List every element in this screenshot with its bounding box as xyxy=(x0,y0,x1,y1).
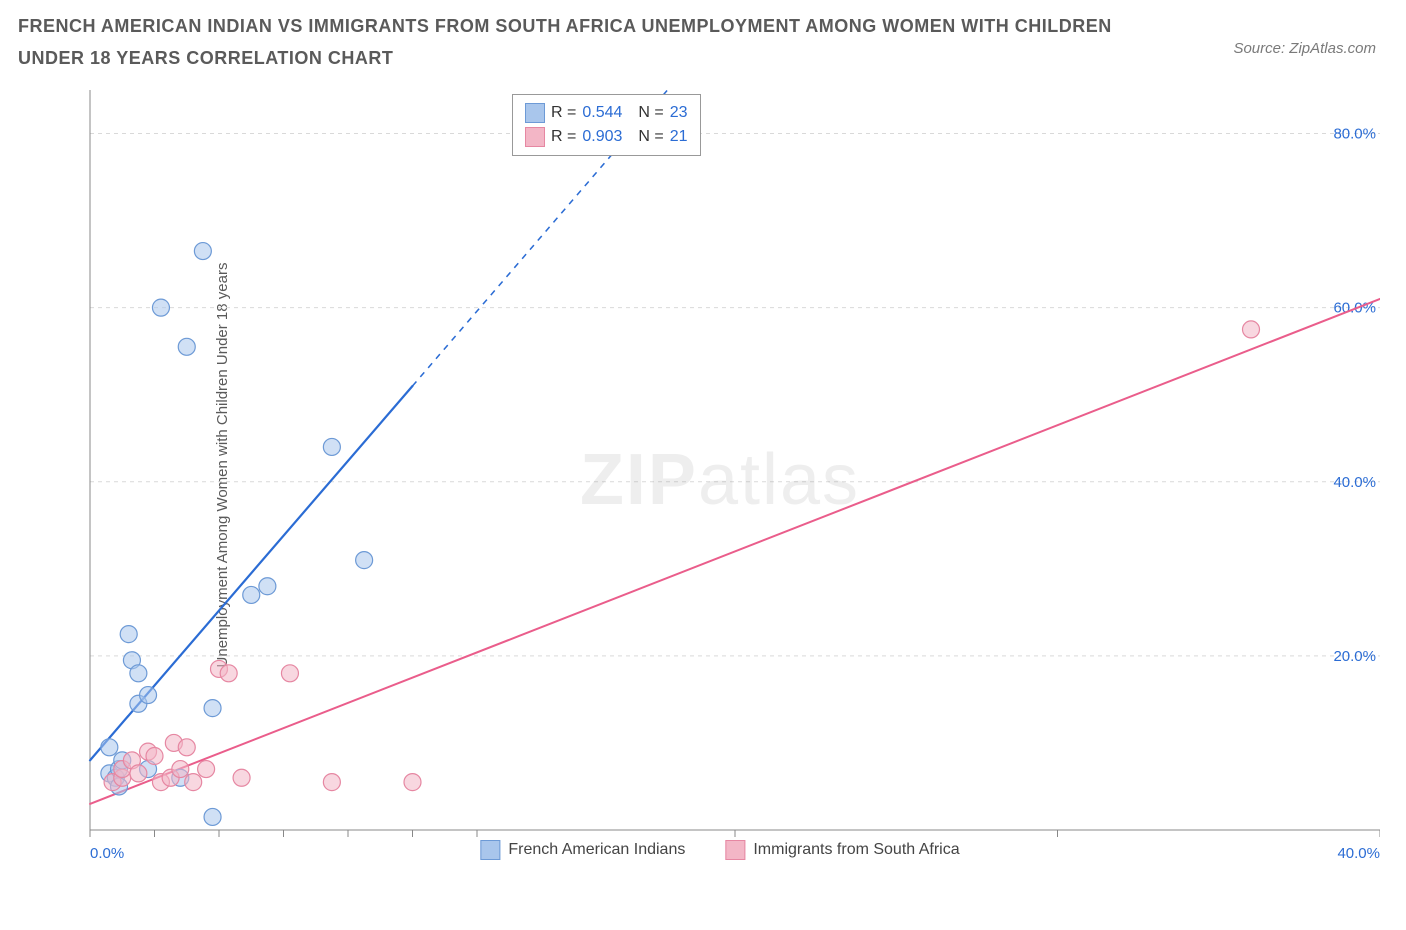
data-point xyxy=(233,769,250,786)
data-point xyxy=(281,665,298,682)
data-point xyxy=(194,243,211,260)
legend-swatch xyxy=(525,127,545,147)
source-attribution: Source: ZipAtlas.com xyxy=(1233,40,1376,57)
chart-area: 20.0%40.0%60.0%80.0%0.0%40.0% ZIPatlas R… xyxy=(60,90,1380,870)
data-point xyxy=(120,626,137,643)
data-point xyxy=(130,665,147,682)
data-point xyxy=(1243,321,1260,338)
legend-row: R =0.544N =23 xyxy=(525,101,688,125)
data-point xyxy=(152,299,169,316)
data-point xyxy=(178,739,195,756)
data-point xyxy=(323,774,340,791)
x-tick-label: 0.0% xyxy=(90,845,124,862)
legend-item: Immigrants from South Africa xyxy=(725,840,959,860)
y-tick-label: 40.0% xyxy=(1333,474,1376,491)
data-point xyxy=(185,774,202,791)
data-point xyxy=(178,338,195,355)
data-point xyxy=(198,761,215,778)
data-point xyxy=(220,665,237,682)
data-point xyxy=(140,687,157,704)
legend-swatch xyxy=(725,840,745,860)
series-legend: French American Indians Immigrants from S… xyxy=(480,840,959,860)
data-point xyxy=(404,774,421,791)
chart-title: FRENCH AMERICAN INDIAN VS IMMIGRANTS FRO… xyxy=(18,10,1118,75)
x-tick-label: 40.0% xyxy=(1337,845,1380,862)
correlation-legend-box: R =0.544N =23R =0.903N =21 xyxy=(512,94,701,156)
legend-item: French American Indians xyxy=(480,840,685,860)
data-point xyxy=(259,578,276,595)
data-point xyxy=(356,552,373,569)
legend-swatch xyxy=(480,840,500,860)
y-tick-label: 80.0% xyxy=(1333,126,1376,143)
data-point xyxy=(323,438,340,455)
data-point xyxy=(204,700,221,717)
data-point xyxy=(204,808,221,825)
data-point xyxy=(146,748,163,765)
y-tick-label: 20.0% xyxy=(1333,648,1376,665)
data-point xyxy=(243,586,260,603)
legend-swatch xyxy=(525,103,545,123)
data-point xyxy=(101,739,118,756)
data-point xyxy=(130,765,147,782)
legend-row: R =0.903N =21 xyxy=(525,125,688,149)
scatter-chart: 20.0%40.0%60.0%80.0%0.0%40.0% xyxy=(60,90,1380,870)
data-point xyxy=(172,761,189,778)
